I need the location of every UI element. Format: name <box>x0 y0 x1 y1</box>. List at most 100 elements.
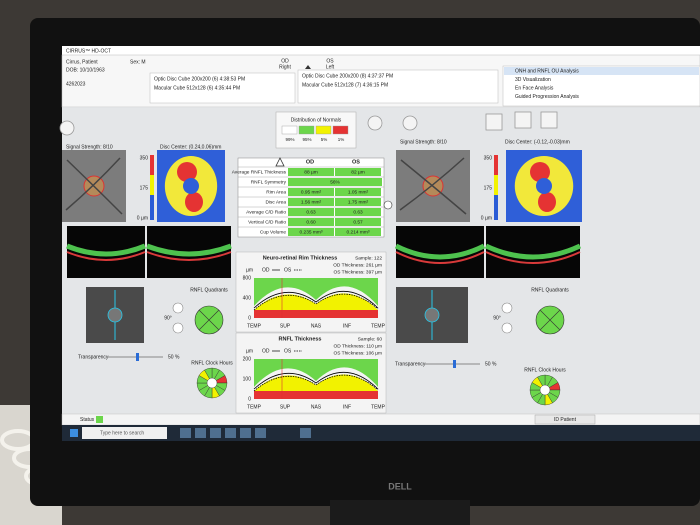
scan-item[interactable]: Optic Disc Cube 200x200 (8) 4:37:37 PM <box>302 73 393 79</box>
row-label: Average RNFL Thickness <box>232 169 287 175</box>
patient-id: 4262023 <box>66 81 86 87</box>
taskbar-app[interactable] <box>255 428 266 438</box>
os-thickness: OS Thickness: 397 µm <box>333 269 382 275</box>
transparency-value: 50 % <box>485 361 497 367</box>
row-value: 1.05 mm² <box>348 189 369 195</box>
clock-center <box>206 377 218 389</box>
value-cell <box>335 208 381 216</box>
tool-button[interactable] <box>485 113 503 131</box>
normal-band-yellow <box>254 293 378 310</box>
scale-label: 0 µm <box>481 215 492 221</box>
search-placeholder[interactable]: Type here to search <box>100 430 144 436</box>
row-label: Cup Volume <box>260 229 286 235</box>
value-cell <box>288 228 334 236</box>
taskbar-app[interactable] <box>210 428 221 438</box>
analysis-item[interactable]: ONH and RNFL OU Analysis <box>515 68 579 74</box>
value-cell <box>288 218 334 226</box>
taskbar-app[interactable] <box>240 428 251 438</box>
taskbar-app[interactable] <box>195 428 206 438</box>
rotation-label: 90° <box>164 315 172 321</box>
b-scan-layer <box>146 251 232 261</box>
transparency-label: Transparency <box>395 361 426 367</box>
tool-button[interactable] <box>540 111 558 129</box>
row-value: 0.57 <box>353 219 363 225</box>
taskbar-app[interactable] <box>300 428 311 438</box>
rotation-dial[interactable] <box>172 302 184 314</box>
scan-item[interactable]: Macular Cube 512x128 (6) 4:35:44 PM <box>154 85 240 91</box>
y-tick-label: 100 <box>243 376 252 382</box>
y-tick-label: 0 <box>248 315 251 321</box>
en-face-disc <box>107 307 123 323</box>
tool-button[interactable] <box>514 111 532 129</box>
value-cell <box>335 198 381 206</box>
scale-label: 0 µm <box>137 215 148 221</box>
normals-swatch <box>315 125 332 135</box>
value-cell <box>335 188 381 196</box>
row-value: 1.56 mm² <box>301 199 322 205</box>
scan-list-os <box>297 69 499 104</box>
clock-center <box>539 384 551 396</box>
normals-band: 5% <box>321 137 328 142</box>
vessels <box>399 157 467 215</box>
os-thickness: OS Thickness: 106 µm <box>333 350 382 356</box>
disc-center: Disc Center: (0.24,0.06)mm <box>160 144 221 150</box>
tool-button[interactable] <box>367 115 383 131</box>
brand-logo: DELL <box>388 481 412 491</box>
rotation-dial[interactable] <box>501 302 513 314</box>
quadrant-dividers <box>198 309 220 331</box>
analysis-item[interactable]: Guided Progression Analysis <box>515 94 579 100</box>
y-tick-label: 0 <box>248 396 251 402</box>
patient-sex: Sex: M <box>130 59 146 65</box>
x-tick-label: SUP <box>280 404 291 410</box>
id-button[interactable] <box>534 414 596 425</box>
b-scan-layer <box>394 243 486 260</box>
row-value: 0.95 mm² <box>301 189 322 195</box>
clock-title: RNFL Clock Hours <box>191 360 233 366</box>
od-profile <box>253 290 379 309</box>
transparency-value: 50 % <box>168 354 180 360</box>
row-value: 0.214 mm³ <box>347 229 370 235</box>
eye-od: OD <box>281 58 289 64</box>
scan-item[interactable]: Optic Disc Cube 200x200 (6) 4:38:53 PM <box>154 76 245 82</box>
chart-title: RNFL Thickness <box>279 336 322 342</box>
tool-button[interactable] <box>59 120 75 136</box>
analysis-item[interactable]: En Face Analysis <box>515 85 554 91</box>
normals-band: 99% <box>285 137 294 142</box>
row-label: RNFL Symmetry <box>251 179 287 185</box>
transparency-label: Transparency <box>78 354 109 360</box>
tool-button[interactable] <box>402 115 418 131</box>
info-button[interactable] <box>383 200 393 210</box>
signal-strength: Signal Strength: 8/10 <box>66 144 113 150</box>
scan-item[interactable]: Macular Cube 512x128 (7) 4:36:15 PM <box>302 82 388 88</box>
eye-od-side: Right <box>279 64 291 70</box>
signal-strength: Signal Strength: 8/10 <box>400 139 447 145</box>
taskbar <box>62 425 700 441</box>
value-cell <box>335 228 381 236</box>
slider-thumb[interactable] <box>453 360 456 368</box>
taskbar-app[interactable] <box>180 428 191 438</box>
id-button-label[interactable]: ID Patient <box>554 417 577 423</box>
start-button[interactable] <box>70 429 78 437</box>
x-tick-label: TEMP <box>247 404 262 410</box>
row-value: 0.235 mm³ <box>300 229 323 235</box>
eye-os: OS <box>326 58 334 64</box>
warning-icon <box>275 157 285 167</box>
rotation-dial[interactable] <box>172 322 184 334</box>
slider-thumb[interactable] <box>136 353 139 361</box>
normal-band-yellow <box>254 374 378 391</box>
y-tick-label: 200 <box>243 356 252 362</box>
normals-band: 1% <box>338 137 345 142</box>
x-tick-label: TEMP <box>371 404 386 410</box>
search-box[interactable] <box>82 427 167 439</box>
x-tick-label: TEMP <box>247 323 262 329</box>
legend-os: OS <box>284 348 292 354</box>
row-value: 56% <box>330 179 340 185</box>
status-label: Status <box>80 417 95 423</box>
disc-center: Disc Center: (-0.12,-0.03)mm <box>505 139 570 145</box>
od-thickness: OD Thickness: 110 µm <box>334 343 382 349</box>
analysis-item[interactable]: 3D Visualization <box>515 77 551 83</box>
normals-title: Distribution of Normals <box>291 117 342 123</box>
rotation-dial[interactable] <box>501 322 513 334</box>
taskbar-app[interactable] <box>225 428 236 438</box>
